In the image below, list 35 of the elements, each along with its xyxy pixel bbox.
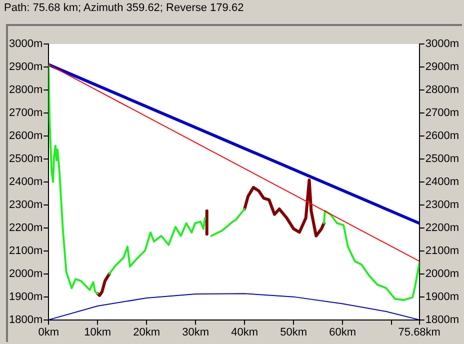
- y-tick-label: 2700m: [8, 106, 43, 119]
- x-tick-label: 75.68km: [398, 326, 440, 338]
- y2-tick-label: 2300m: [425, 198, 460, 211]
- x-tick-label: 20km: [133, 326, 160, 338]
- y-tick-label: 1800m: [8, 314, 43, 326]
- x-tick-label: 10km: [84, 326, 112, 338]
- y-tick-label: 2900m: [8, 61, 43, 74]
- y-tick-label: 2100m: [8, 244, 43, 257]
- y2-tick-label: 2600m: [425, 130, 460, 142]
- y2-tick-label: 2200m: [425, 222, 460, 234]
- y-tick-label: 1900m: [8, 290, 43, 303]
- y-tick-label: 2000m: [8, 268, 43, 280]
- y-tick-label: 2600m: [8, 130, 43, 142]
- x-tick-label: 60km: [329, 326, 356, 338]
- y2-tick-label: 2400m: [425, 176, 460, 188]
- x-tick-label: 0km: [38, 326, 60, 338]
- y2-tick-label: 2500m: [425, 152, 460, 165]
- x-tick-label: 40km: [231, 326, 258, 338]
- y-tick-label: 2800m: [8, 84, 43, 96]
- y-tick-label: 2200m: [8, 222, 43, 234]
- y2-tick-label: 3000m: [425, 38, 460, 50]
- y-tick-label: 2400m: [8, 176, 43, 188]
- y2-tick-label: 2100m: [425, 244, 460, 257]
- x-tick-label: 50km: [280, 326, 308, 338]
- y-tick-label: 2300m: [8, 198, 43, 211]
- y-tick-label: 3000m: [8, 38, 43, 50]
- x-tick-label: 30km: [182, 326, 210, 338]
- y2-tick-label: 2000m: [425, 268, 460, 280]
- y2-tick-label: 1800m: [425, 314, 460, 326]
- y-tick-label: 2500m: [8, 152, 43, 165]
- y2-tick-label: 2800m: [425, 84, 460, 96]
- y2-tick-label: 2900m: [425, 61, 460, 74]
- y2-tick-label: 1900m: [425, 290, 460, 303]
- y2-tick-label: 2700m: [425, 106, 460, 119]
- chart-title: Path: 75.68 km; Azimuth 359.62; Reverse 179.62: [4, 2, 244, 14]
